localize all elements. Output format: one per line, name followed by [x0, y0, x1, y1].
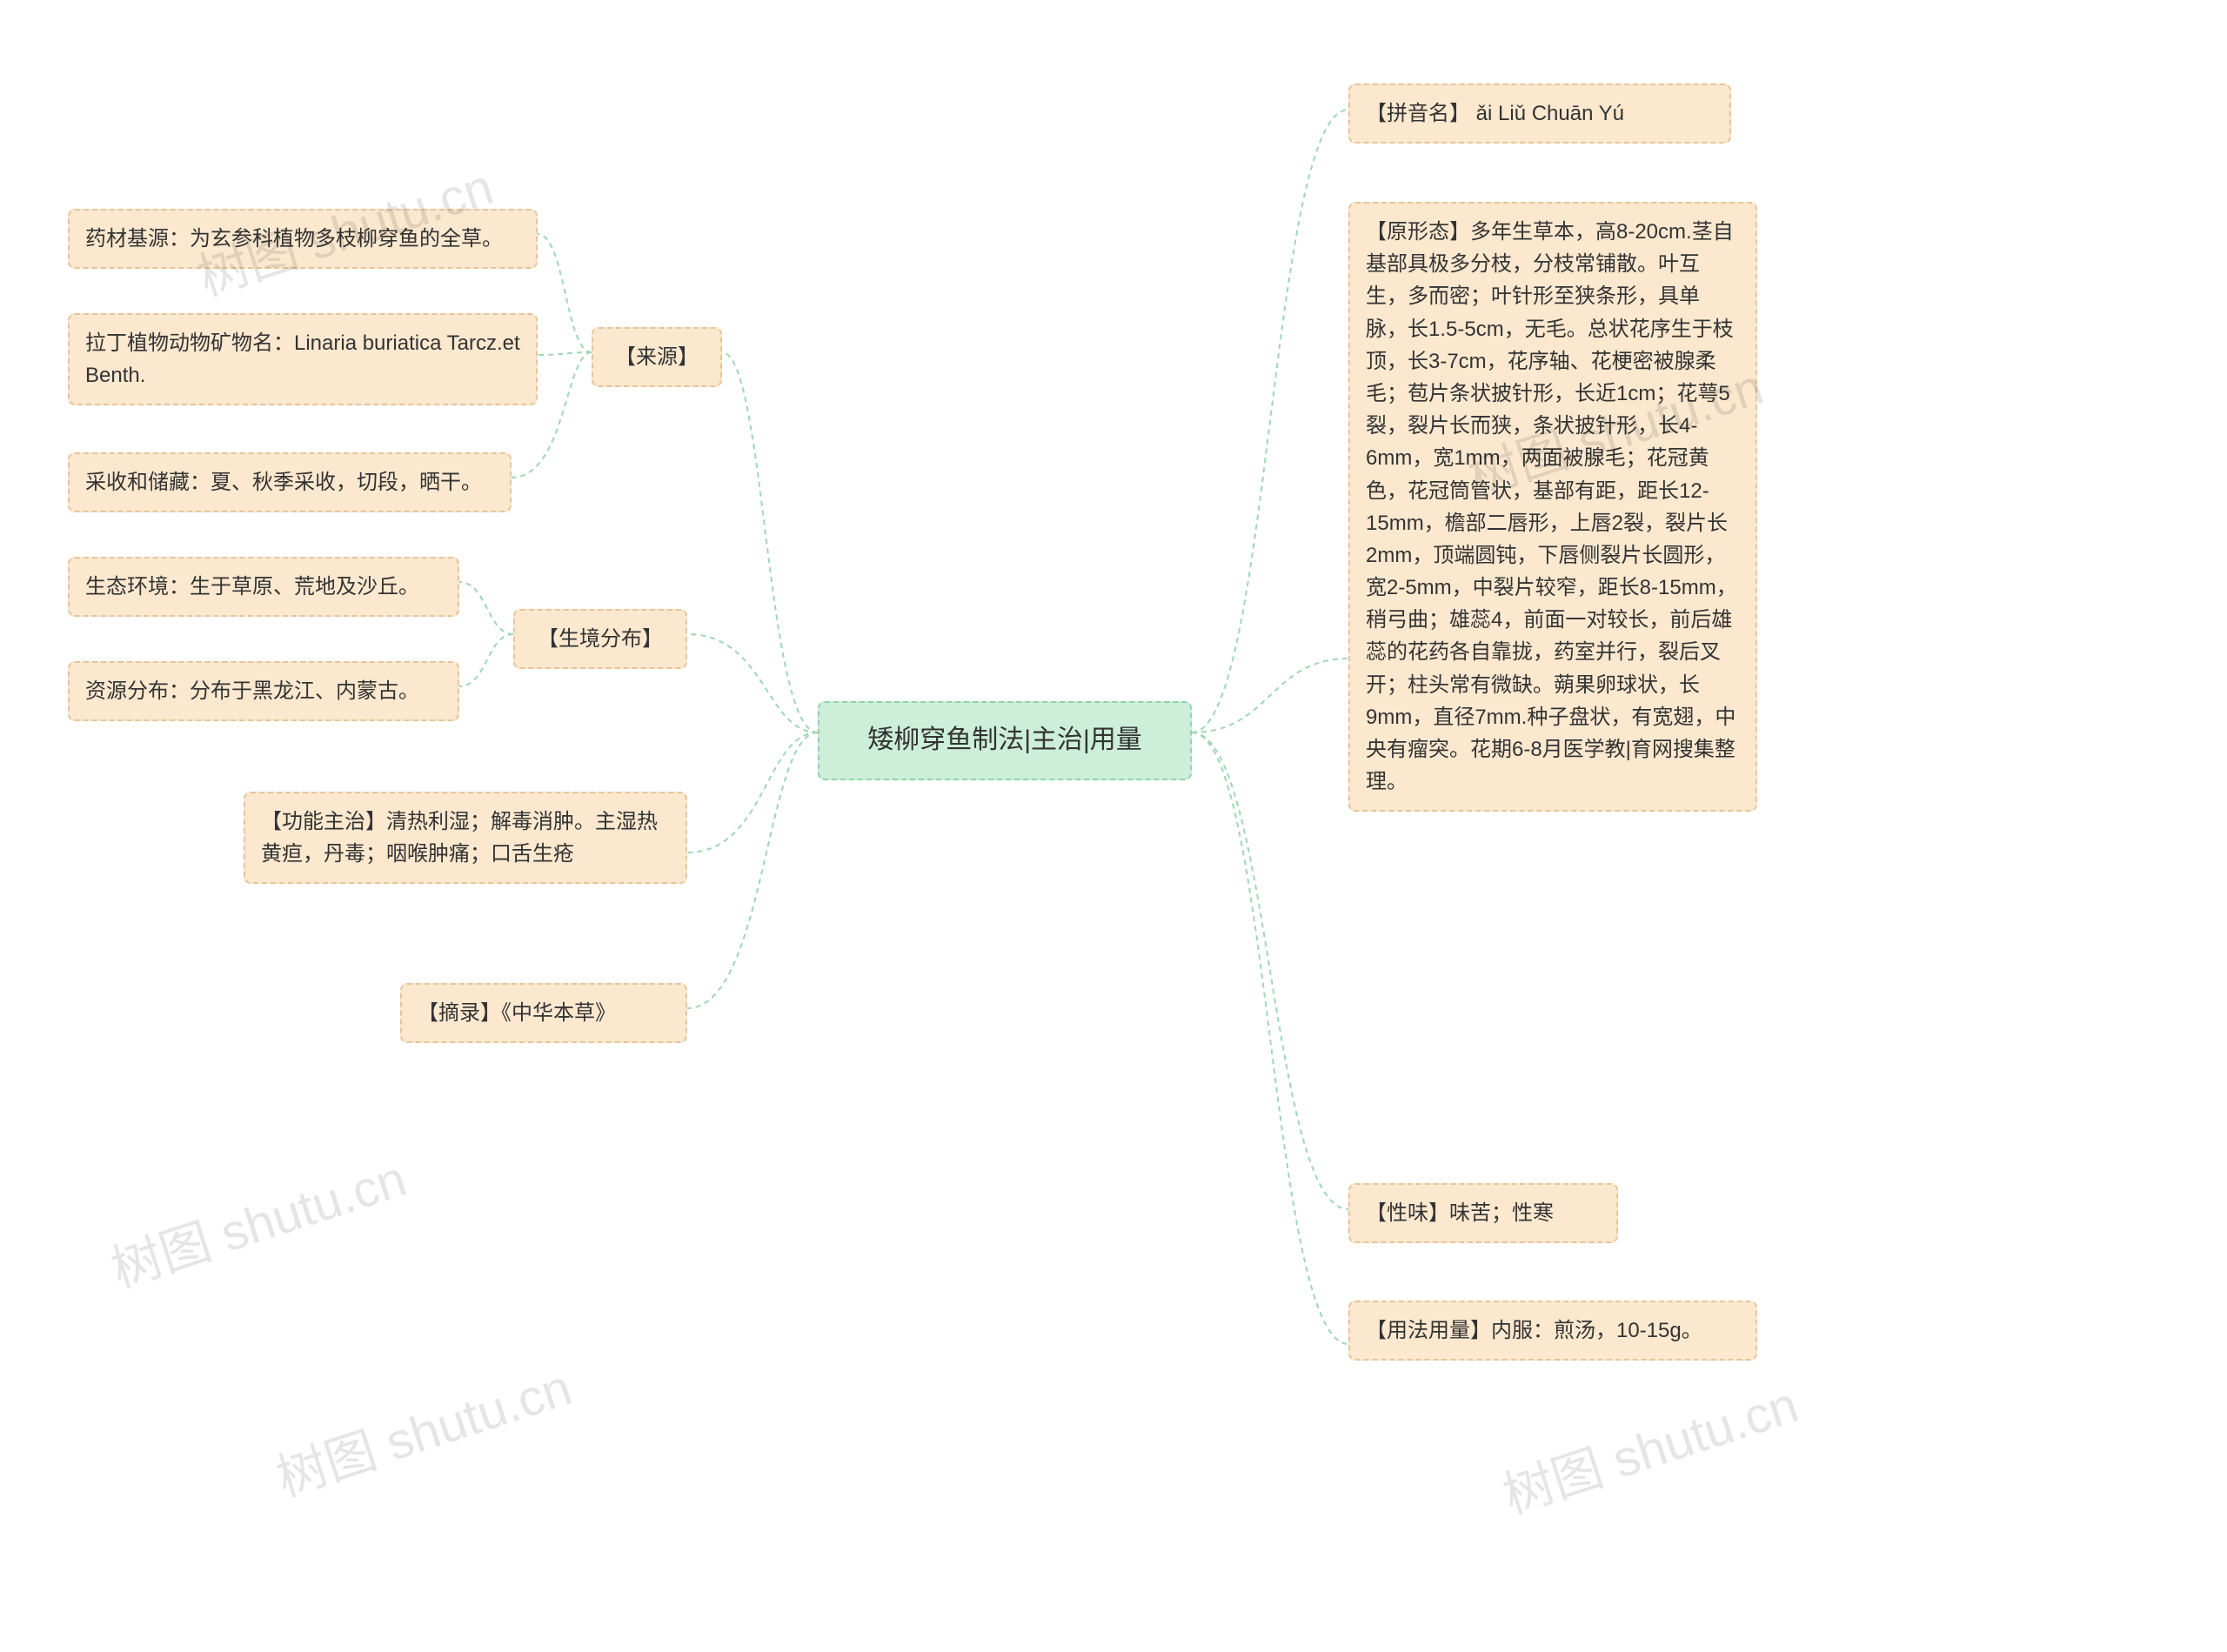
node-source[interactable]: 【来源】 [592, 327, 722, 387]
node-source-child-2[interactable]: 拉丁植物动物矿物名：Linaria buriatica Tarcz.et Ben… [68, 313, 538, 405]
node-function[interactable]: 【功能主治】清热利湿；解毒消肿。主湿热黄疸，丹毒；咽喉肿痛；口舌生疮 [244, 792, 687, 884]
node-excerpt[interactable]: 【摘录】《中华本草》 [400, 983, 687, 1043]
node-usage[interactable]: 【用法用量】内服：煎汤，10-15g。 [1348, 1301, 1757, 1361]
node-source-child-3[interactable]: 采收和储藏：夏、秋季采收，切段，晒干。 [68, 452, 512, 512]
node-habitat[interactable]: 【生境分布】 [513, 609, 687, 669]
node-morphology[interactable]: 【原形态】多年生草本，高8-20cm.茎自基部具极多分枝，分枝常铺散。叶互生，多… [1348, 202, 1757, 812]
node-habitat-child-1[interactable]: 生态环境：生于草原、荒地及沙丘。 [68, 557, 459, 617]
node-habitat-child-2[interactable]: 资源分布：分布于黑龙江、内蒙古。 [68, 661, 459, 721]
node-pinyin[interactable]: 【拼音名】 ǎi Liǔ Chuān Yú [1348, 84, 1731, 144]
watermark: 树图 shutu.cn [266, 1347, 579, 1510]
node-taste[interactable]: 【性味】味苦；性寒 [1348, 1183, 1618, 1243]
node-source-child-1[interactable]: 药材基源：为玄参科植物多枝柳穿鱼的全草。 [68, 209, 538, 269]
watermark: 树图 shutu.cn [1493, 1364, 1806, 1528]
watermark: 树图 shutu.cn [101, 1138, 414, 1301]
root-node[interactable]: 矮柳穿鱼制法|主治|用量 [818, 701, 1192, 780]
